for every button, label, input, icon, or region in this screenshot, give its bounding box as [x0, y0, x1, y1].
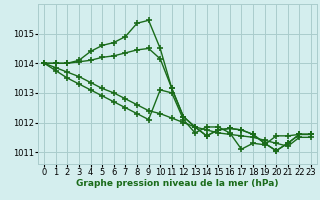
X-axis label: Graphe pression niveau de la mer (hPa): Graphe pression niveau de la mer (hPa): [76, 179, 279, 188]
